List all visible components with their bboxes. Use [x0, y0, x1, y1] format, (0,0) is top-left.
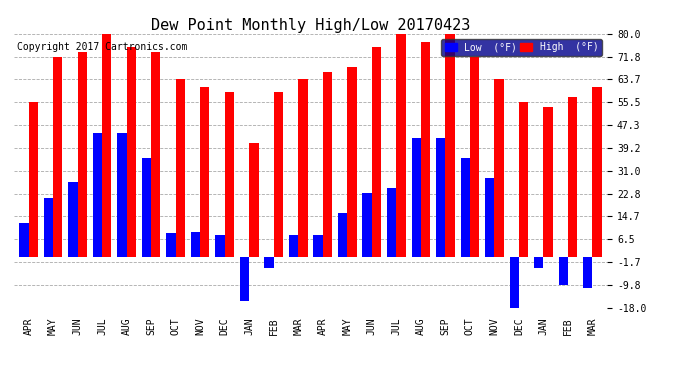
Bar [151, 52, 161, 257]
Bar [176, 79, 185, 257]
Bar [191, 232, 200, 257]
Bar [77, 52, 87, 257]
Bar [460, 158, 470, 257]
Bar [102, 34, 111, 257]
Bar [264, 257, 274, 268]
Bar [387, 188, 396, 257]
Bar [338, 213, 347, 257]
Bar [68, 182, 77, 257]
Bar [519, 102, 529, 257]
Bar [298, 79, 308, 257]
Bar [117, 133, 126, 257]
Bar [583, 257, 593, 288]
Bar [495, 79, 504, 257]
Bar [534, 257, 544, 268]
Bar [445, 27, 455, 257]
Bar [240, 257, 249, 302]
Bar [544, 108, 553, 257]
Bar [274, 92, 283, 257]
Bar [323, 72, 332, 257]
Bar [92, 133, 102, 257]
Bar [568, 98, 578, 257]
Bar [53, 57, 62, 257]
Bar [411, 138, 421, 257]
Bar [372, 47, 381, 257]
Bar [347, 67, 357, 257]
Bar [166, 233, 176, 257]
Bar [215, 235, 225, 257]
Bar [142, 158, 151, 257]
Bar [200, 87, 210, 257]
Bar [313, 235, 323, 257]
Text: Copyright 2017 Cartronics.com: Copyright 2017 Cartronics.com [17, 42, 187, 52]
Bar [225, 92, 234, 257]
Bar [19, 223, 28, 257]
Bar [126, 47, 136, 257]
Bar [510, 257, 519, 307]
Bar [28, 102, 38, 257]
Bar [485, 178, 495, 257]
Bar [593, 87, 602, 257]
Bar [249, 143, 259, 257]
Bar [436, 138, 445, 257]
Bar [559, 257, 568, 285]
Bar [362, 193, 372, 257]
Title: Dew Point Monthly High/Low 20170423: Dew Point Monthly High/Low 20170423 [151, 18, 470, 33]
Bar [396, 34, 406, 257]
Bar [470, 57, 479, 257]
Legend: Low  (°F), High  (°F): Low (°F), High (°F) [441, 39, 602, 56]
Bar [43, 198, 53, 257]
Bar [289, 235, 298, 257]
Bar [421, 42, 430, 257]
